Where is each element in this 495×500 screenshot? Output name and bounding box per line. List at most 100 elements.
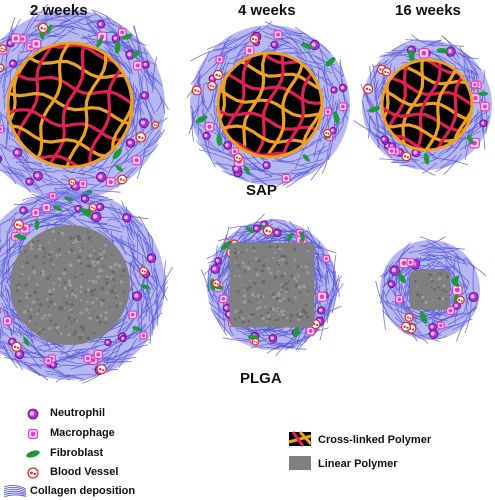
collagen-fiber: [401, 276, 409, 308]
collagen-fiber: [146, 303, 151, 322]
fibroblast-cell: [478, 91, 489, 96]
collagen-fiber: [0, 76, 2, 80]
collagen-fiber: [104, 229, 126, 245]
collagen-fiber: [0, 248, 2, 254]
collagen-fiber: [145, 297, 148, 317]
collagen-fiber: [287, 31, 306, 34]
blood-vessel-cell: [406, 156, 409, 159]
collagen-fiber: [400, 245, 415, 258]
collagen-fiber: [443, 243, 468, 267]
collagen-fiber: [316, 256, 327, 279]
collagen-fiber: [109, 42, 137, 53]
collagen-fiber: [142, 143, 159, 158]
macrophage-nucleus: [439, 323, 443, 328]
collagen-fiber: [100, 48, 120, 58]
collagen-fiber: [423, 252, 445, 256]
collagen-fiber: [295, 334, 306, 351]
legend-label-collagen: Collagen deposition: [30, 485, 136, 497]
collagen-fiber: [142, 66, 150, 100]
collagen-fiber: [138, 233, 147, 263]
blood-vessel-cell: [17, 346, 20, 349]
collagen-fiber: [110, 212, 125, 230]
macrophage-nucleus: [85, 356, 90, 361]
neutrophil-nucleus: [234, 166, 238, 171]
polymer-strand: [382, 101, 472, 132]
cross-linked-polymer-icon: [288, 430, 313, 447]
legend: [3, 408, 313, 498]
neutrophil-nucleus: [134, 293, 139, 298]
collagen-fiber: [419, 236, 443, 248]
linear-polymer-icon: [289, 456, 311, 470]
collagen-fiber: [327, 270, 336, 310]
neutrophil-nucleus: [127, 140, 132, 145]
fibroblast-cell: [96, 37, 103, 48]
blood-vessel-cell: [72, 182, 75, 184]
collagen-fiber: [286, 340, 308, 348]
collagen-fiber: [372, 59, 389, 67]
blood-vessel: [11, 341, 22, 353]
collagen-fiber: [339, 62, 344, 77]
collagen-fiber: [430, 44, 464, 47]
blood-vessel-cell: [368, 88, 371, 91]
neutrophil-nucleus: [143, 62, 147, 66]
collagen-fiber: [16, 322, 22, 337]
legend-label-blood-vessel: Blood Vessel: [50, 466, 119, 478]
collagen-fiber: [373, 79, 376, 102]
core-rim: [6, 41, 134, 169]
collagen-fiber: [139, 306, 146, 319]
blood-vessel: [0, 44, 7, 53]
blood-vessel: [207, 80, 217, 91]
collagen-fiber: [37, 343, 61, 348]
collagen-fiber: [302, 327, 329, 334]
collagen-fiber: [0, 212, 18, 226]
collagen-fiber: [5, 341, 24, 371]
collagen-fiber: [201, 143, 221, 153]
collagen-fiber: [337, 119, 344, 135]
collagen-fiber: [53, 31, 66, 36]
collagen-fiber: [6, 230, 8, 267]
fibroblast-cell: [114, 41, 121, 55]
collagen-fiber: [29, 333, 66, 348]
macrophage-nucleus: [408, 260, 413, 265]
neutrophil-nucleus: [140, 120, 146, 125]
collagen-fiber: [369, 115, 377, 128]
collagen-fiber: [391, 39, 418, 52]
collagen-fiber: [154, 294, 159, 316]
collagen-fiber: [87, 19, 103, 25]
blood-vessel: [68, 178, 77, 187]
collagen-fiber: [213, 310, 225, 322]
macrophage-nucleus: [96, 352, 101, 357]
collagen-fiber: [468, 122, 480, 135]
column-title-16-weeks: 16 weeks: [395, 2, 461, 19]
collagen-fiber: [454, 310, 459, 325]
fibroblast-cell: [419, 311, 428, 324]
collagen-fiber: [7, 168, 24, 182]
polymer-strand: [31, 43, 76, 167]
collagen-fiber: [235, 327, 276, 331]
blood-vessel-cell: [13, 345, 17, 349]
collagen-fiber: [190, 105, 196, 129]
sap-implant-4-weeks: [186, 20, 350, 189]
collagen-fiber: [3, 166, 27, 172]
collagen-fiber: [125, 46, 158, 67]
collagen-fiber: [80, 169, 96, 173]
legend-label-cross-linked-polymer: Cross-linked Polymer: [318, 434, 432, 446]
legend-label-fibroblast: Fibroblast: [50, 447, 104, 459]
collagen-fiber: [210, 113, 227, 141]
collagen-fiber: [395, 277, 398, 308]
collagen-fiber: [431, 317, 448, 321]
collagen-fiber: [91, 9, 117, 24]
fibroblast-cell: [245, 226, 255, 234]
collagen-fiber: [59, 8, 88, 24]
collagen-fiber: [375, 280, 391, 319]
collagen-fiber: [124, 61, 131, 74]
fibroblast-cell: [112, 148, 122, 160]
collagen-fiber: [218, 232, 245, 242]
neutrophil-nucleus: [270, 336, 274, 340]
collagen-fiber: [154, 274, 158, 302]
blood-vessel-cell: [98, 367, 102, 371]
neutrophil-nucleus: [225, 143, 229, 147]
neutrophil-nucleus: [413, 150, 417, 155]
collagen-fiber: [119, 39, 138, 54]
collagen-fiber: [319, 118, 328, 143]
